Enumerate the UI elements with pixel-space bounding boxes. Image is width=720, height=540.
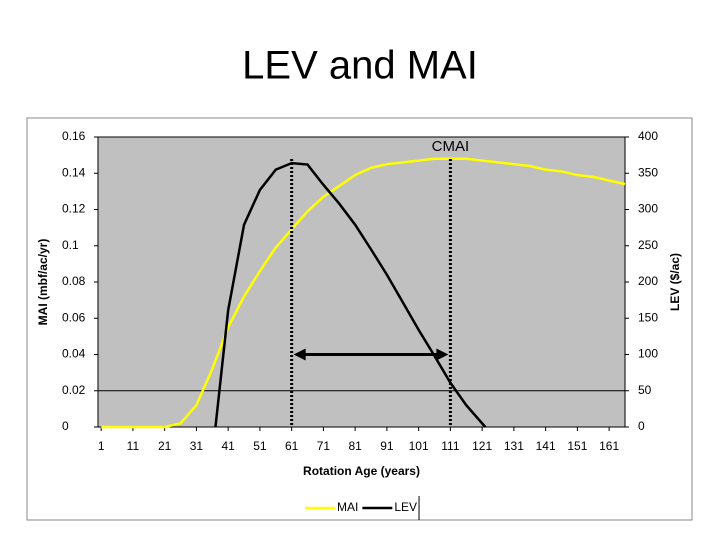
x-tick-label: 111 bbox=[441, 439, 460, 453]
slide-title: LEV and MAI bbox=[242, 44, 478, 88]
y-tick-label: 0.14 bbox=[62, 165, 86, 179]
x-tick-label: 11 bbox=[127, 439, 140, 453]
x-tick-label: 61 bbox=[285, 439, 299, 453]
x-tick-label: 161 bbox=[599, 439, 619, 453]
y2-tick-label: 350 bbox=[638, 165, 658, 179]
y-tick-label: 0 bbox=[62, 419, 69, 433]
x-tick-label: 91 bbox=[380, 439, 394, 453]
x-axis-label: Rotation Age (years) bbox=[303, 464, 420, 478]
y-tick-label: 0.02 bbox=[62, 383, 86, 397]
arrow-head bbox=[436, 348, 449, 361]
x-tick-label: 21 bbox=[158, 439, 172, 453]
x-tick-label: 151 bbox=[567, 439, 587, 453]
y2-axis-label: LEV ($/ac) bbox=[668, 253, 682, 311]
y2-tick-label: 50 bbox=[638, 383, 652, 397]
legend-label: MAI bbox=[337, 500, 358, 514]
y-tick-label: 0.1 bbox=[62, 238, 79, 252]
x-tick-label: 121 bbox=[472, 439, 492, 453]
x-tick-label: 101 bbox=[409, 439, 429, 453]
x-tick-label: 141 bbox=[536, 439, 556, 453]
y-tick-label: 0.08 bbox=[62, 274, 86, 288]
x-tick-label: 81 bbox=[348, 439, 362, 453]
arrow-head bbox=[293, 348, 306, 361]
y2-tick-label: 300 bbox=[638, 202, 658, 216]
plot-area bbox=[97, 136, 626, 428]
legend-label: LEV bbox=[394, 500, 417, 514]
y-tick-label: 0.12 bbox=[62, 202, 86, 216]
series-line bbox=[101, 157, 626, 429]
x-tick-label: 31 bbox=[190, 439, 204, 453]
x-tick-label: 41 bbox=[221, 439, 235, 453]
y-tick-label: 0.04 bbox=[62, 347, 86, 361]
x-tick-label: 51 bbox=[253, 439, 267, 453]
y-tick-label: 0.06 bbox=[62, 310, 86, 324]
y2-tick-label: 250 bbox=[638, 238, 658, 252]
x-tick-label: 131 bbox=[504, 439, 524, 453]
x-tick-label: 71 bbox=[317, 439, 331, 453]
y-axis-label: MAI (mbf/ac/yr) bbox=[36, 239, 50, 326]
annotation: CMAI bbox=[432, 138, 470, 155]
y-tick-label: 0.16 bbox=[62, 129, 86, 143]
y2-tick-label: 400 bbox=[638, 129, 658, 143]
y2-tick-label: 100 bbox=[638, 347, 658, 361]
series-line bbox=[214, 161, 487, 428]
x-tick-label: 1 bbox=[98, 439, 105, 453]
chart-frame bbox=[26, 117, 693, 521]
y2-tick-label: 150 bbox=[638, 310, 658, 324]
y2-tick-label: 0 bbox=[638, 419, 645, 433]
y2-tick-label: 200 bbox=[638, 274, 658, 288]
